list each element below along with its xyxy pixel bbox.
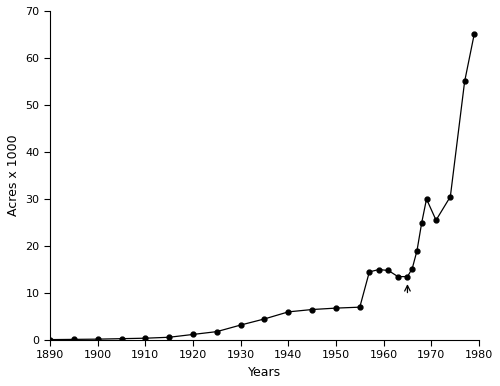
X-axis label: Years: Years [248,366,281,379]
Y-axis label: Acres x 1000: Acres x 1000 [7,135,20,216]
